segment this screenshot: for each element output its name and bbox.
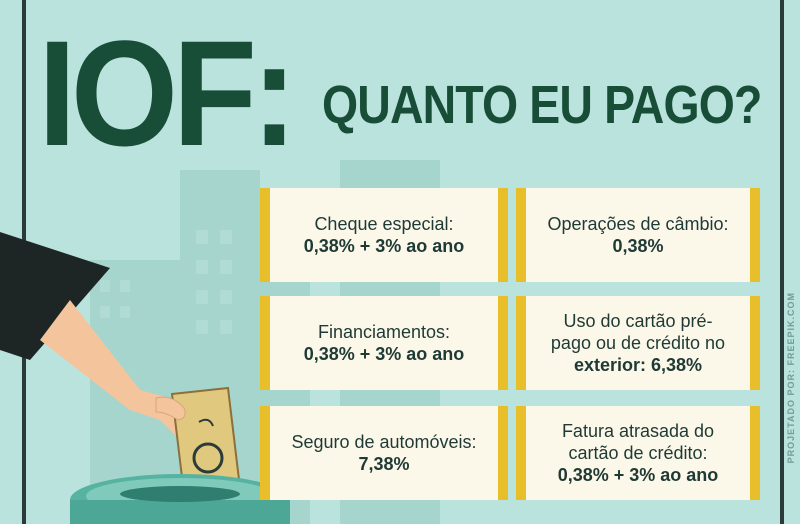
card-desc: Fatura atrasada do cartão de crédito: — [561, 421, 715, 463]
card-rate: 0,38% — [612, 236, 664, 256]
piggy-jar-icon — [70, 474, 290, 524]
card-desc: Seguro de automóveis: — [291, 432, 477, 452]
card-desc: Cheque especial: — [314, 214, 454, 234]
card-rate: exterior: 6,38% — [573, 355, 703, 375]
card-desc: Uso do cartão pré-pago ou de crédito no — [550, 311, 726, 353]
card-desc: Financiamentos: — [317, 322, 451, 342]
card-cheque-especial: Cheque especial: 0,38% + 3% ao ano — [260, 188, 508, 282]
hand-icon — [0, 232, 110, 360]
title-main: IOF: — [38, 9, 297, 177]
card-rate: 0,38% + 3% ao ano — [303, 236, 465, 256]
frame-right-border — [780, 0, 784, 524]
page-title: IOF: QUANTO EU PAGO? — [38, 18, 800, 168]
card-financiamentos: Financiamentos: 0,38% + 3% ao ano — [260, 296, 508, 390]
card-rate: 7,38% — [358, 454, 410, 474]
card-cartao-exterior: Uso do cartão pré-pago ou de crédito no … — [516, 296, 760, 390]
card-fatura-atrasada: Fatura atrasada do cartão de crédito: 0,… — [516, 406, 760, 500]
title-sub: QUANTO EU PAGO? — [321, 75, 762, 135]
credit-text: PROJETADO POR: FREEPIK.COM — [786, 292, 796, 464]
card-desc: Operações de câmbio: — [547, 214, 729, 234]
card-seguro-automoveis: Seguro de automóveis: 7,38% — [260, 406, 508, 500]
card-operacoes-cambio: Operações de câmbio: 0,38% — [516, 188, 760, 282]
card-rate: 0,38% + 3% ao ano — [303, 344, 465, 364]
card-rate: 0,38% + 3% ao ano — [557, 465, 719, 485]
